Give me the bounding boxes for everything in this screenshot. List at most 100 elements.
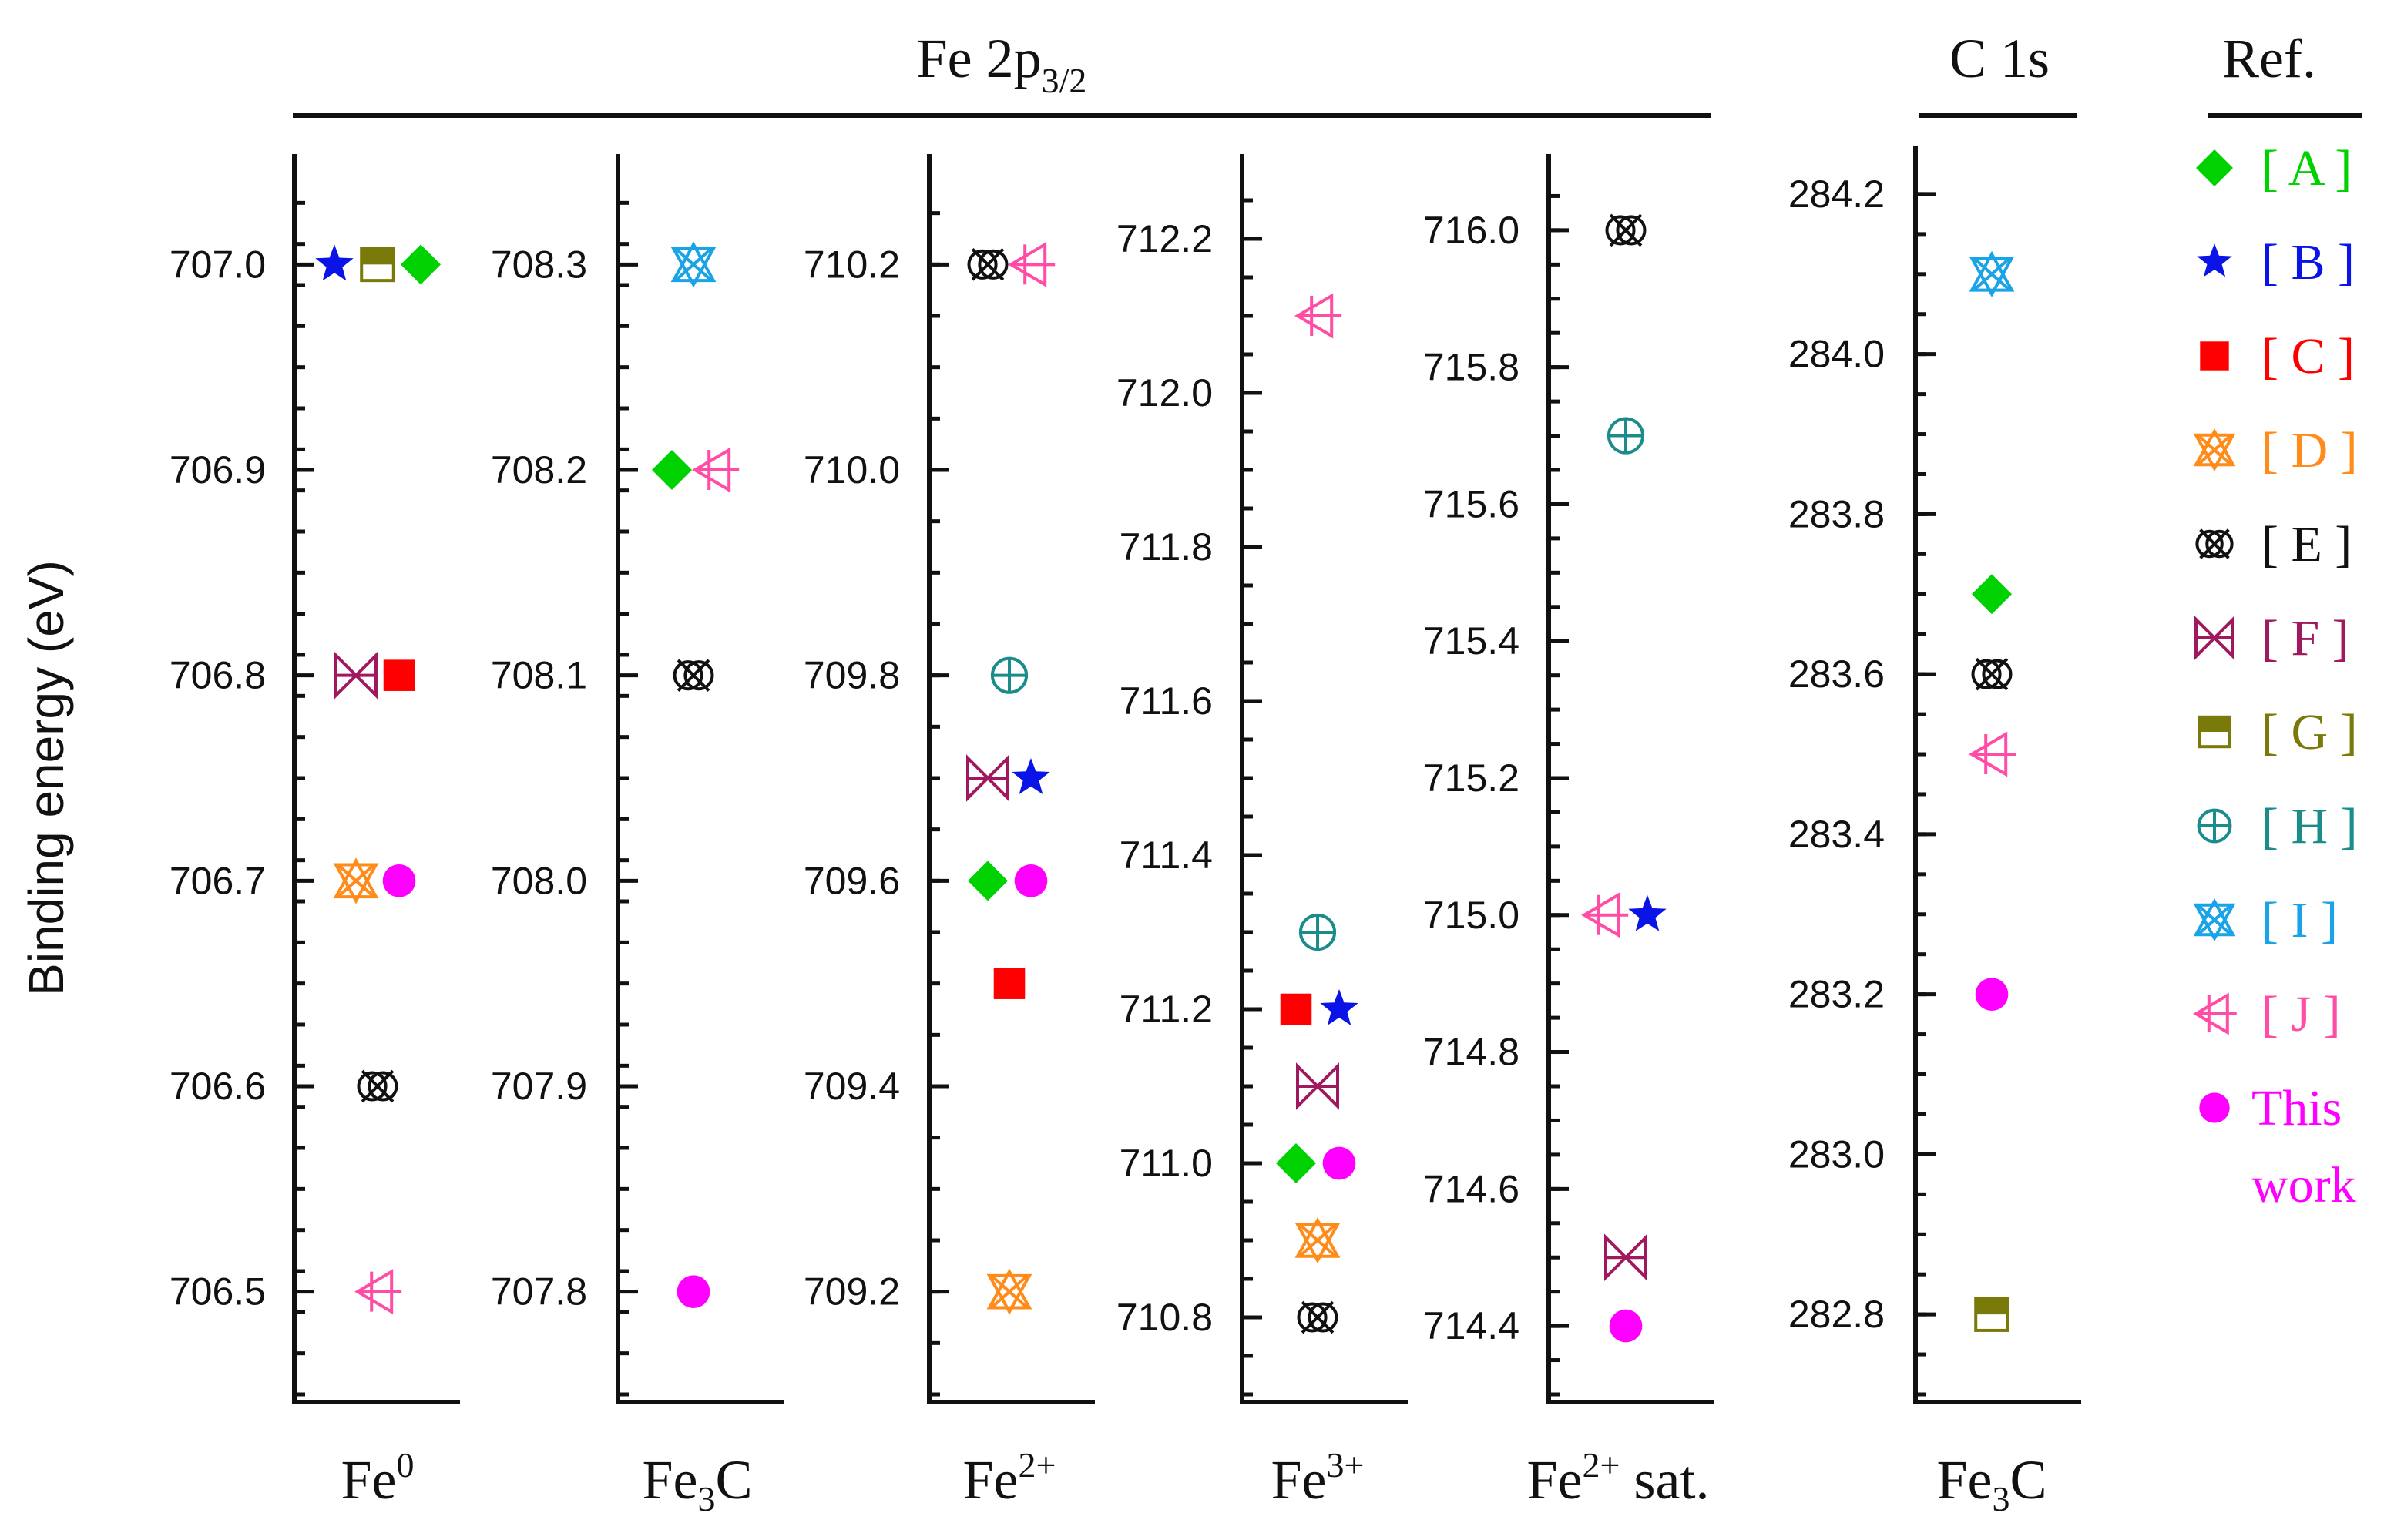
legend-label-C: [ C ] xyxy=(2261,328,2355,384)
tick-label-fe2: 710.2 xyxy=(804,243,900,286)
legend-label-F: [ F ] xyxy=(2261,610,2349,666)
legend-label-This: This xyxy=(2251,1080,2342,1136)
point-c1s_fe3c-G xyxy=(1974,1297,2009,1332)
panel-fe3: 710.8 711.0 711.2 711.4 711.6 711.8 712.0 712.2… xyxy=(1116,154,1408,1511)
tick-label-c1s_fe3c: 283.4 xyxy=(1788,813,1885,856)
tick-label-fe3: 711.6 xyxy=(1120,679,1213,723)
axis-fe3c xyxy=(616,154,784,1404)
tick-label-fe2sat: 714.6 xyxy=(1423,1167,1519,1210)
tick-label-fe3c: 708.0 xyxy=(491,859,587,902)
axis-fe2sat xyxy=(1546,154,1714,1404)
tick-label-fe3: 712.0 xyxy=(1116,371,1213,414)
tick-label-fe2: 709.4 xyxy=(804,1065,900,1108)
point-fe3-D xyxy=(1294,1216,1341,1264)
tick-label-fe0: 707.0 xyxy=(170,243,266,286)
tick-label-fe0: 706.7 xyxy=(170,859,266,902)
legend-item-C: [ C ] xyxy=(2200,328,2355,384)
tick-label-fe3c: 707.9 xyxy=(491,1065,587,1108)
tick-label-fe3: 711.8 xyxy=(1120,525,1213,569)
point-fe3-E xyxy=(1297,1300,1338,1334)
point-c1s_fe3c-J xyxy=(1969,731,2016,777)
tick-label-fe0: 706.6 xyxy=(170,1065,266,1108)
tick-label-fe2sat: 715.6 xyxy=(1423,482,1519,525)
tick-label-fe2: 709.2 xyxy=(804,1270,900,1314)
point-fe2sat-F xyxy=(1604,1233,1647,1282)
legend-label-This-2: work xyxy=(2251,1157,2356,1213)
legend-label-D: [ D ] xyxy=(2261,422,2358,478)
point-fe0-This xyxy=(382,864,416,897)
point-fe3c-A xyxy=(652,450,692,490)
category-label-fe3c: Fe3C xyxy=(642,1449,752,1518)
axis-fe0 xyxy=(292,154,460,1404)
legend-label-B: [ B ] xyxy=(2261,234,2355,290)
point-fe3c-E xyxy=(673,659,714,692)
panel-c1s_fe3c: 282.8 283.0 283.2 283.4 283.6 283.8 284.0 284.2… xyxy=(1788,146,2081,1518)
point-c1s_fe3c-This xyxy=(1975,978,2009,1011)
point-c1s_fe3c-I xyxy=(1969,250,2015,297)
point-fe0-C xyxy=(383,659,415,691)
axis-fe2 xyxy=(927,154,1095,1404)
legend-item-This: This work xyxy=(2199,1080,2356,1213)
tick-label-fe2sat: 715.2 xyxy=(1423,757,1519,800)
tick-label-c1s_fe3c: 283.2 xyxy=(1788,973,1885,1016)
legend-label-G: [ G ] xyxy=(2261,704,2358,760)
legend-item-A: [ A ] xyxy=(2196,140,2352,196)
axis-fe3 xyxy=(1240,154,1408,1404)
panel-fe0: 706.5 706.6 706.7 706.8 706.9 707.0 Fe0 xyxy=(170,154,460,1511)
point-fe2-E xyxy=(967,248,1009,281)
legend-item-I: [ I ] xyxy=(2193,892,2338,948)
tick-label-c1s_fe3c: 282.8 xyxy=(1788,1293,1885,1336)
point-fe2sat-E xyxy=(1605,213,1647,247)
tick-label-fe2sat: 715.4 xyxy=(1423,619,1519,663)
tick-label-fe0: 706.9 xyxy=(170,448,266,492)
tick-label-fe2sat: 714.4 xyxy=(1423,1304,1519,1347)
point-fe3-C xyxy=(1280,993,1312,1025)
tick-label-c1s_fe3c: 284.0 xyxy=(1788,333,1885,376)
category-label-fe3: Fe3+ xyxy=(1271,1445,1365,1511)
panels: 706.5706.6706.7706.8706.9707.0Fe0707.870… xyxy=(170,146,2081,1518)
point-fe0-J xyxy=(354,1269,402,1315)
tick-label-fe3: 711.4 xyxy=(1120,834,1213,877)
point-fe2sat-J xyxy=(1581,892,1629,938)
tick-label-c1s_fe3c: 283.8 xyxy=(1788,492,1885,535)
axis-c1s_fe3c xyxy=(1913,146,2081,1404)
legend-label-E: [ E ] xyxy=(2261,516,2352,572)
tick-label-fe2sat: 715.0 xyxy=(1423,894,1519,937)
point-fe2-H xyxy=(990,656,1029,694)
point-fe2-C xyxy=(993,968,1026,999)
legend-label-A: [ A ] xyxy=(2261,140,2352,196)
category-label-fe0: Fe0 xyxy=(341,1445,415,1511)
point-fe2-D xyxy=(986,1268,1032,1315)
category-label-c1s_fe3c: Fe3C xyxy=(1936,1449,2046,1518)
legend-label-H: [ H ] xyxy=(2261,798,2358,854)
tick-label-fe2: 709.6 xyxy=(804,859,900,902)
tick-label-fe3: 712.2 xyxy=(1116,217,1213,260)
point-fe2-A xyxy=(968,861,1008,901)
legend-item-G: [ G ] xyxy=(2198,704,2358,760)
point-fe3-A xyxy=(1276,1143,1316,1183)
point-fe3c-This xyxy=(677,1275,710,1308)
category-label-fe2sat: Fe2+ sat. xyxy=(1527,1445,1710,1511)
point-fe3-H xyxy=(1298,913,1337,951)
group-headers: Fe 2p3/2 C 1s Ref. xyxy=(293,28,2362,118)
tick-label-fe3c: 707.8 xyxy=(491,1270,587,1314)
point-fe0-F xyxy=(334,651,378,700)
tick-label-fe2sat: 714.8 xyxy=(1423,1031,1519,1074)
tick-label-fe3: 710.8 xyxy=(1116,1296,1213,1339)
legend: [ A ] [ B ] [ C ] [ D ] [ E ] [ F ] [ G ] [ H ]… xyxy=(2193,140,2358,1213)
panel-fe2sat: 714.4 714.6 714.8 715.0 715.2 715.4 715.6 715.8… xyxy=(1423,154,1714,1511)
point-fe2-This xyxy=(1014,864,1048,897)
header-c1s: C 1s xyxy=(1949,28,2050,89)
tick-label-fe2sat: 715.8 xyxy=(1423,346,1519,389)
tick-label-fe3c: 708.2 xyxy=(491,448,587,492)
tick-label-fe0: 706.5 xyxy=(170,1270,266,1314)
y-axis-label: Binding energy (eV) xyxy=(18,560,74,996)
point-fe2sat-This xyxy=(1609,1309,1643,1343)
legend-item-F: [ F ] xyxy=(2194,610,2349,666)
point-fe3c-I xyxy=(670,241,717,288)
tick-label-fe3: 711.2 xyxy=(1120,988,1213,1031)
legend-item-H: [ H ] xyxy=(2197,798,2358,854)
point-fe3-J xyxy=(1294,293,1342,339)
point-fe2-F xyxy=(966,754,1009,802)
